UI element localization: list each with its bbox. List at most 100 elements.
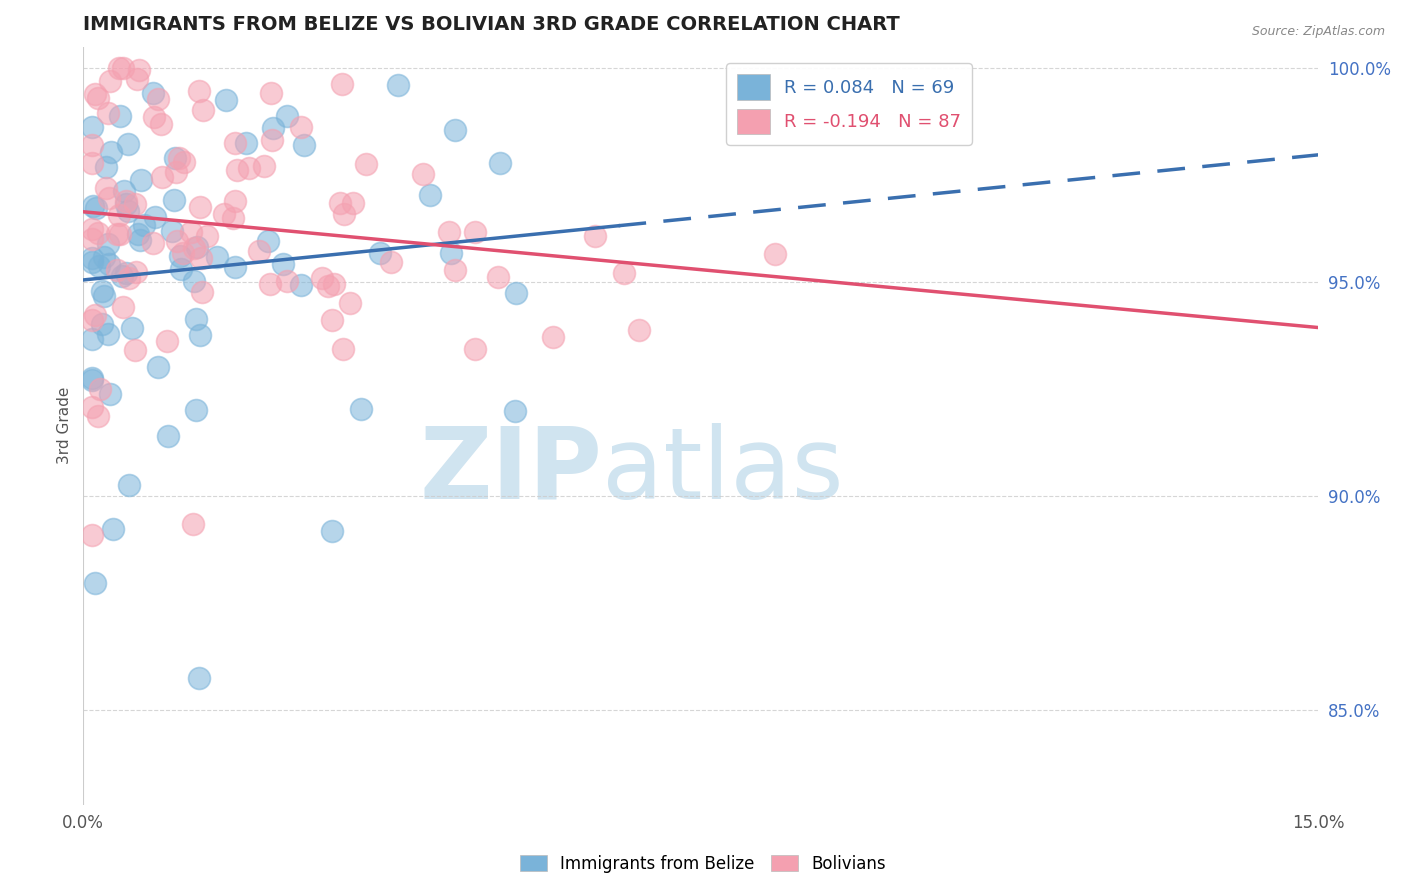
Point [173,155,195,169]
Point [328,196,350,211]
Point [118,477,141,491]
Point [80,251,103,265]
Point [486,269,509,284]
Point [260,86,283,100]
Point [235,136,257,151]
Point [93,250,115,264]
Point [273,257,295,271]
Point [183,241,205,255]
Point [89,382,111,396]
Point [80,313,103,327]
Point [148,359,170,374]
Point [321,312,343,326]
Point [505,286,527,301]
Point [96,181,118,195]
Point [488,156,510,170]
Point [156,334,179,349]
Point [83,575,105,590]
Point [238,161,260,175]
Point [97,106,120,120]
Point [191,285,214,300]
Point [112,184,135,198]
Point [354,157,377,171]
Point [172,245,194,260]
Point [80,371,103,385]
Point [763,246,786,260]
Point [443,262,465,277]
Point [186,240,208,254]
Text: IMMIGRANTS FROM BELIZE VS BOLIVIAN 3RD GRADE CORRELATION CHART: IMMIGRANTS FROM BELIZE VS BOLIVIAN 3RD G… [83,15,900,34]
Point [368,245,391,260]
Point [333,207,356,221]
Point [224,260,246,274]
Point [224,194,246,209]
Point [224,136,246,150]
Point [111,61,134,75]
Point [253,159,276,173]
Point [142,87,165,101]
Point [256,235,278,249]
Point [350,402,373,417]
Point [166,234,188,248]
Point [190,201,212,215]
Point [225,162,247,177]
Point [125,72,148,87]
Point [80,155,103,169]
Point [105,263,128,277]
Point [129,173,152,187]
Point [332,342,354,356]
Point [184,402,207,417]
Point [323,277,346,291]
Legend: R = 0.084   N = 69, R = -0.194   N = 87: R = 0.084 N = 69, R = -0.194 N = 87 [725,63,972,145]
Point [162,224,184,238]
Point [170,262,193,277]
Point [184,312,207,326]
Point [150,169,173,184]
Point [143,210,166,224]
Point [207,250,229,264]
Point [117,204,139,219]
Point [118,271,141,285]
Point [114,197,136,211]
Point [247,244,270,259]
Legend: Immigrants from Belize, Bolivians: Immigrants from Belize, Bolivians [513,848,893,880]
Point [316,278,339,293]
Point [110,109,132,123]
Point [183,274,205,288]
Point [419,187,441,202]
Point [100,145,122,159]
Point [87,91,110,105]
Point [276,109,298,123]
Point [80,373,103,387]
Point [80,400,103,414]
Point [167,151,190,165]
Point [464,342,486,356]
Point [111,269,134,284]
Point [98,386,121,401]
Point [142,236,165,251]
Point [142,110,165,124]
Point [412,167,434,181]
Point [115,194,138,208]
Point [84,309,107,323]
Point [97,236,120,251]
Text: ZIP: ZIP [419,423,602,520]
Point [191,103,214,117]
Y-axis label: 3rd Grade: 3rd Grade [58,387,72,465]
Point [105,227,128,241]
Point [80,137,103,152]
Point [84,87,107,102]
Point [311,271,333,285]
Point [339,296,361,310]
Point [444,122,467,136]
Point [127,227,149,242]
Point [124,265,146,279]
Point [583,229,606,244]
Point [214,207,236,221]
Point [188,84,211,98]
Point [91,284,114,298]
Point [387,78,409,92]
Point [439,246,461,260]
Point [84,201,107,215]
Point [87,226,110,240]
